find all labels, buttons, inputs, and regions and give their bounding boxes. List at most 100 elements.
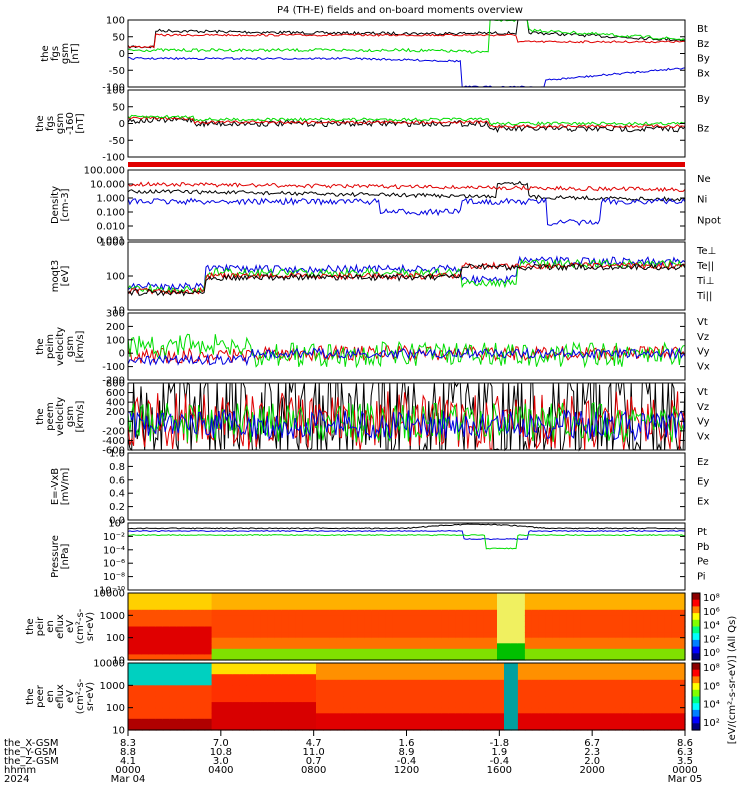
spectrogram-cell bbox=[434, 696, 442, 703]
spectrogram-cell bbox=[420, 685, 428, 692]
spectrogram-cell bbox=[364, 654, 373, 661]
spectrogram-cell bbox=[343, 626, 352, 633]
tick-label: 400 bbox=[106, 398, 125, 409]
spectrogram-cell bbox=[239, 690, 247, 698]
spectrogram-cell bbox=[323, 707, 331, 714]
spectrogram-cell bbox=[128, 632, 136, 639]
spectrogram-cell bbox=[392, 654, 401, 661]
colorbar-tick: 10⁴ bbox=[703, 700, 720, 711]
xaxis-value: 3.0 bbox=[213, 756, 229, 767]
spectrogram-cell bbox=[225, 685, 234, 692]
spectrogram-cell bbox=[552, 685, 561, 692]
series-bt bbox=[127, 19, 686, 49]
spectrogram-cell bbox=[329, 632, 338, 639]
spectrogram-cell bbox=[524, 643, 533, 650]
spectrogram-cell bbox=[350, 663, 359, 670]
spectrogram-cell bbox=[538, 663, 547, 670]
spectrogram-cell bbox=[260, 632, 268, 639]
spectrogram-cell bbox=[281, 707, 289, 714]
spectrogram-cell bbox=[420, 696, 428, 703]
spectrogram-cell bbox=[295, 696, 303, 703]
legend-entry: Bz bbox=[697, 124, 709, 135]
spectrogram-cell bbox=[253, 615, 261, 622]
spectrogram-cell bbox=[510, 713, 519, 720]
spectrogram-cell bbox=[664, 637, 672, 644]
spectrogram-cell bbox=[371, 679, 380, 686]
spectrogram-cell bbox=[580, 713, 589, 720]
y-label-line: the bbox=[35, 338, 46, 354]
spectrogram-cell bbox=[510, 604, 519, 611]
spectrogram-cell bbox=[232, 702, 240, 709]
spectrogram-cell bbox=[169, 593, 178, 600]
spectrogram-cell bbox=[378, 654, 387, 661]
spectrogram-cell bbox=[448, 620, 456, 628]
spectrogram-cell bbox=[309, 598, 317, 605]
spectrogram-cell bbox=[260, 718, 268, 725]
spectrogram-cell bbox=[135, 598, 143, 605]
spectrogram-cell bbox=[538, 724, 547, 731]
spectrogram-cell bbox=[434, 724, 442, 731]
spectrogram-cell bbox=[385, 702, 394, 709]
spectrogram-cell bbox=[664, 690, 672, 698]
spectrogram-cell bbox=[274, 626, 282, 633]
spectrogram-cell bbox=[323, 668, 331, 675]
legend-entry: Vx bbox=[697, 431, 710, 442]
y-label-line: the bbox=[35, 115, 46, 131]
spectrogram-cell bbox=[176, 632, 185, 639]
spectrogram-cell bbox=[643, 718, 651, 725]
spectrogram-cell bbox=[483, 615, 491, 622]
spectrogram-cell bbox=[434, 674, 442, 681]
spectrogram-cell bbox=[176, 690, 185, 698]
spectrogram-cell bbox=[517, 637, 526, 644]
spectrogram-cell bbox=[517, 713, 526, 720]
spectrogram-cell bbox=[309, 643, 317, 650]
y-label-line: Pressure bbox=[50, 535, 61, 578]
spectrogram-cell bbox=[197, 598, 206, 605]
spectrogram-cell bbox=[378, 643, 387, 650]
spectrogram-cell bbox=[197, 620, 206, 628]
spectrogram-cell bbox=[608, 604, 616, 611]
spectrogram-cell bbox=[566, 626, 575, 633]
spectrogram-cell bbox=[392, 674, 401, 681]
spectrogram-cell bbox=[678, 598, 686, 605]
spectrogram-cell bbox=[176, 702, 185, 709]
spectrogram-cell bbox=[636, 609, 644, 616]
spectrogram-cell bbox=[608, 718, 616, 725]
spectrogram-cell bbox=[434, 643, 442, 650]
spectrogram-cell bbox=[448, 626, 456, 633]
spectrogram-cell bbox=[169, 690, 178, 698]
spectrogram-cell bbox=[148, 643, 157, 650]
spectrogram-cell bbox=[183, 620, 192, 628]
spectrogram-cell bbox=[183, 643, 192, 650]
spectrogram-cell bbox=[524, 598, 533, 605]
spectrogram-cell bbox=[441, 615, 449, 622]
spectrogram-cell bbox=[580, 690, 589, 698]
spectrogram-cell bbox=[357, 626, 366, 633]
spectrogram-cell bbox=[643, 615, 651, 622]
xaxis-row-label: the_Z-GSM bbox=[4, 756, 59, 767]
spectrogram-cell bbox=[629, 724, 637, 731]
spectrogram-cell bbox=[678, 724, 686, 731]
spectrogram-cell bbox=[281, 679, 289, 686]
spectrogram-cell bbox=[636, 637, 644, 644]
spectrogram-cell bbox=[420, 632, 428, 639]
spectrogram-cell bbox=[476, 654, 484, 661]
spectrogram-cell bbox=[357, 593, 366, 600]
spectrogram-cell bbox=[622, 620, 630, 628]
spectrogram-cell bbox=[650, 609, 658, 616]
spectrogram-cell bbox=[427, 620, 435, 628]
series-bx bbox=[128, 56, 686, 88]
spectrogram-cell bbox=[434, 654, 442, 661]
spectrogram-cell bbox=[664, 593, 672, 600]
spectrogram-cell bbox=[504, 685, 512, 692]
spectrogram-cell bbox=[267, 648, 275, 655]
spectrogram-cell bbox=[128, 707, 136, 714]
spectrogram-cell bbox=[128, 679, 136, 686]
spectrogram-cell bbox=[197, 593, 206, 600]
spectrogram-cell bbox=[148, 637, 157, 644]
spectrogram-cell bbox=[316, 718, 324, 725]
spectrogram-cell bbox=[552, 668, 561, 675]
spectrogram-cell bbox=[406, 702, 415, 709]
spectrogram-cell bbox=[295, 604, 303, 611]
